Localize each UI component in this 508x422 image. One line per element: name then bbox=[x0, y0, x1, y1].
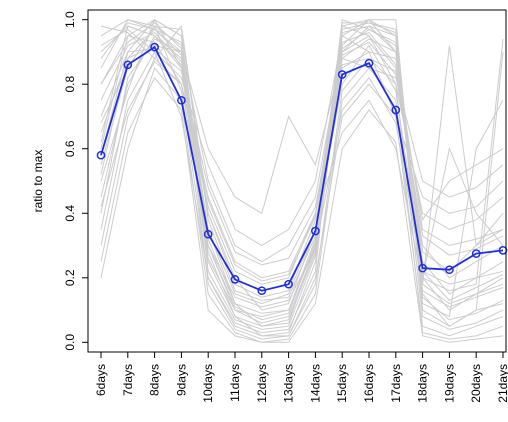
x-tick-label: 15days bbox=[335, 364, 349, 403]
highlight-series-point bbox=[96, 150, 106, 160]
x-tick-label: 21days bbox=[496, 364, 508, 403]
highlight-series-point bbox=[364, 58, 374, 68]
background-series-line bbox=[100, 25, 504, 301]
background-series-group bbox=[100, 18, 504, 343]
x-tick-label: 12days bbox=[255, 364, 269, 403]
background-series-line bbox=[100, 38, 504, 340]
highlight-series-point bbox=[230, 275, 240, 284]
x-tick-label: 14days bbox=[308, 364, 322, 403]
x-tick-label: 10days bbox=[201, 364, 215, 403]
plot-area-frame bbox=[87, 9, 507, 353]
y-tick-label: 0.8 bbox=[63, 76, 77, 93]
highlight-series-point bbox=[123, 60, 133, 70]
x-tick-label: 19days bbox=[442, 364, 456, 403]
x-tick-label: 8days bbox=[148, 364, 162, 396]
background-series-line bbox=[100, 25, 504, 282]
background-series-line bbox=[100, 44, 504, 215]
highlight-series-group bbox=[96, 42, 508, 296]
background-series-line bbox=[100, 19, 504, 327]
highlight-series-point bbox=[150, 42, 159, 52]
x-tick-label: 6days bbox=[94, 364, 108, 396]
x-tick-label: 7days bbox=[121, 364, 135, 396]
x-tick-label: 11days bbox=[228, 364, 242, 402]
highlight-series-point bbox=[177, 95, 186, 105]
background-series-line bbox=[100, 28, 504, 324]
background-series-line bbox=[100, 48, 504, 266]
y-axis-title: ratio to max bbox=[31, 150, 45, 213]
highlight-series-point bbox=[284, 279, 293, 289]
y-tick-label: 0.6 bbox=[63, 140, 77, 157]
highlight-series-point bbox=[445, 265, 454, 275]
highlight-series-point bbox=[498, 246, 508, 255]
highlight-series-point bbox=[203, 229, 213, 239]
highlight-series-line bbox=[100, 45, 504, 292]
background-series-line bbox=[100, 76, 504, 343]
highlight-series-point bbox=[471, 249, 481, 258]
y-tick-label: 0.2 bbox=[63, 269, 77, 286]
highlight-series-point bbox=[391, 105, 401, 115]
highlight-series-point bbox=[418, 263, 427, 273]
x-tick-label: 9days bbox=[174, 364, 188, 396]
background-series-line bbox=[100, 35, 504, 279]
background-series-line bbox=[100, 34, 504, 305]
x-tick-label: 17days bbox=[389, 364, 403, 403]
highlight-series-point bbox=[311, 226, 320, 236]
x-tick-label: 18days bbox=[416, 364, 430, 403]
background-series-line bbox=[100, 19, 504, 334]
y-tick-label: 0.0 bbox=[63, 334, 77, 351]
y-tick-label: 0.4 bbox=[63, 205, 77, 222]
background-series-line bbox=[100, 22, 504, 321]
y-axis: 0.0 0.2 0.4 0.6 0.8 1.0 bbox=[63, 11, 88, 351]
highlight-series-point bbox=[337, 70, 347, 79]
background-series-line bbox=[100, 28, 504, 247]
x-tick-label: 20days bbox=[469, 364, 483, 403]
x-tick-label: 13days bbox=[282, 364, 296, 403]
x-axis: 6days 7days 8days 9days 10days 11days 12days 13… bbox=[94, 352, 508, 403]
x-tick-label: 16days bbox=[362, 364, 376, 403]
background-series-line bbox=[100, 18, 504, 327]
y-tick-label: 1.0 bbox=[63, 11, 77, 28]
background-series-line bbox=[100, 67, 504, 343]
highlight-series-point bbox=[257, 286, 267, 296]
